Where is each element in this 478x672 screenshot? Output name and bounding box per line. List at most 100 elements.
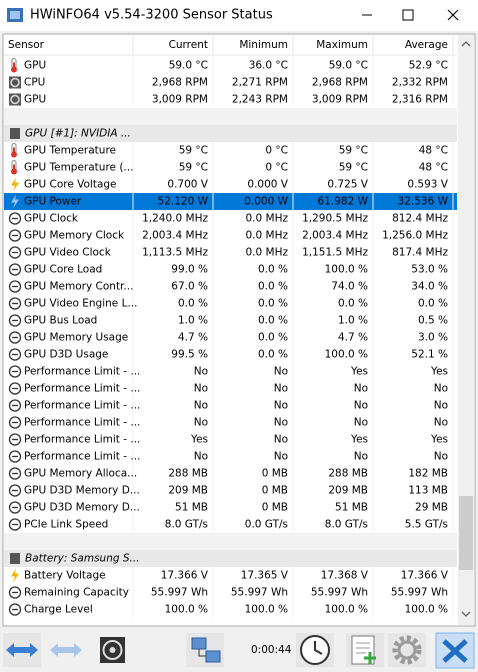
sensor-name: Battery Voltage xyxy=(24,570,106,582)
sensor-name: GPU Memory Clock xyxy=(24,230,125,242)
sensor-value: 1.0 % xyxy=(178,315,208,327)
sensor-value: 1,113.5 MHz xyxy=(142,247,208,259)
icon-part xyxy=(13,62,15,69)
timer: 0:00:44 xyxy=(251,644,292,656)
sensor-value: 100.0 % xyxy=(325,604,368,616)
toolbar: 0:00:44 xyxy=(3,632,475,669)
sensor-value: 2,316 RPM xyxy=(392,94,448,106)
sensor-icon xyxy=(11,58,17,73)
sensor-icon xyxy=(8,518,22,531)
sensor-icon xyxy=(8,365,22,378)
icon-part xyxy=(13,164,15,171)
icon-part xyxy=(13,147,15,154)
group-row xyxy=(4,550,457,567)
sensor-value: Yes xyxy=(350,434,368,446)
sensor-name: GPU Video Engine L... xyxy=(24,298,137,310)
sensor-icon xyxy=(11,160,17,175)
sensor-value: 100.0 % xyxy=(405,604,448,616)
sensor-value: 182 MB xyxy=(408,468,448,480)
sensor-value: No xyxy=(274,366,288,378)
sensor-value: Yes xyxy=(350,366,368,378)
sensor-value: 34.0 % xyxy=(411,281,448,293)
report-button[interactable] xyxy=(346,633,384,667)
sensor-value: 1,290.5 MHz xyxy=(302,213,368,225)
sensor-value: 3,009 RPM xyxy=(152,94,208,106)
sensor-name: Performance Limit - ... xyxy=(24,434,140,446)
sensor-icon xyxy=(8,382,22,395)
sensor-value: No xyxy=(354,417,368,429)
sensor-name: GPU D3D Usage xyxy=(24,349,108,361)
sensor-value: 0.0 MHz xyxy=(245,230,288,242)
group-icon xyxy=(10,553,20,564)
sensor-value: 59 °C xyxy=(179,162,208,174)
sensor-name: GPU Memory Alloca... xyxy=(24,468,137,480)
sensor-value: No xyxy=(354,451,368,463)
sensor-icon xyxy=(9,93,21,106)
sensor-icon xyxy=(8,212,22,225)
sensor-value: No xyxy=(194,366,208,378)
column-header: Maximum xyxy=(316,39,368,51)
sensor-value: 99.0 % xyxy=(171,264,208,276)
sensor-value: 812.4 MHz xyxy=(392,213,448,225)
sensor-value: 55.997 Wh xyxy=(311,587,368,599)
sensor-name: PCIe Link Speed xyxy=(24,519,108,531)
sensor-icon xyxy=(8,399,22,412)
fan-button[interactable] xyxy=(100,637,125,663)
sensor-value: 0.0 % xyxy=(258,315,288,327)
nav-left-button[interactable] xyxy=(3,633,41,667)
sensor-name: GPU xyxy=(24,60,46,72)
sensor-value: No xyxy=(434,451,448,463)
sensor-value: 48 °C xyxy=(419,162,448,174)
sensor-name: GPU Memory Usage xyxy=(24,332,128,344)
sensor-value: 0.700 V xyxy=(167,179,208,191)
sensor-icon xyxy=(8,450,22,463)
sensor-value: 3,009 RPM xyxy=(312,94,368,106)
sensor-value: 0 °C xyxy=(265,145,288,157)
sensor-icon xyxy=(8,501,22,514)
sensor-name: Performance Limit - ... xyxy=(24,383,140,395)
sensor-value: Yes xyxy=(430,366,448,378)
sensor-value: 29 MB xyxy=(415,502,448,514)
sensor-value: 59.0 °C xyxy=(169,60,208,72)
window-title: HWiNFO64 v5.54-3200 Sensor Status xyxy=(30,8,273,23)
sensor-value: 59.0 °C xyxy=(329,60,368,72)
sensor-icon xyxy=(8,229,22,242)
sensor-value: 1.0 % xyxy=(338,315,368,327)
sensor-value: 0 °C xyxy=(265,162,288,174)
settings-button[interactable] xyxy=(388,633,426,667)
sensor-value: 0.0 GT/s xyxy=(245,519,288,531)
sensor-value: 51 MB xyxy=(335,502,368,514)
sensor-name: GPU Memory Contr... xyxy=(24,281,133,293)
maximize-button[interactable] xyxy=(402,9,414,21)
sensor-icon xyxy=(8,280,22,293)
nav-right-button[interactable] xyxy=(50,643,82,657)
sensor-value: 100.0 % xyxy=(325,349,368,361)
close-button[interactable] xyxy=(447,9,459,21)
sensor-value: 0.0 % xyxy=(258,298,288,310)
sensor-value: 100.0 % xyxy=(325,264,368,276)
sensor-value: 4.7 % xyxy=(178,332,208,344)
sensor-name: Charge Level xyxy=(24,604,93,616)
sensor-value: 17.365 V xyxy=(241,570,289,582)
sensor-value: 8.0 GT/s xyxy=(325,519,368,531)
sensor-value: No xyxy=(194,451,208,463)
exit-button[interactable] xyxy=(435,632,475,669)
sensor-value: 0 MB xyxy=(262,502,288,514)
sensor-icon xyxy=(8,603,22,616)
network-button[interactable] xyxy=(186,633,224,667)
scrollbar[interactable] xyxy=(458,35,474,625)
sensor-value: 17.366 V xyxy=(401,570,449,582)
sensor-value: 36.0 °C xyxy=(249,60,288,72)
sensor-value: 0 MB xyxy=(262,485,288,497)
sensor-icon xyxy=(9,76,21,89)
sensor-value: No xyxy=(194,383,208,395)
sensor-icon xyxy=(8,348,22,361)
sensor-value: 2,003.4 MHz xyxy=(142,230,208,242)
icon-part xyxy=(11,194,19,209)
sensor-value: 817.4 MHz xyxy=(392,247,448,259)
sensor-icon xyxy=(11,177,19,192)
icon-part xyxy=(11,177,19,192)
sensor-name: GPU xyxy=(24,94,46,106)
clock-button[interactable] xyxy=(296,633,334,667)
sensor-value: 99.5 % xyxy=(171,349,208,361)
